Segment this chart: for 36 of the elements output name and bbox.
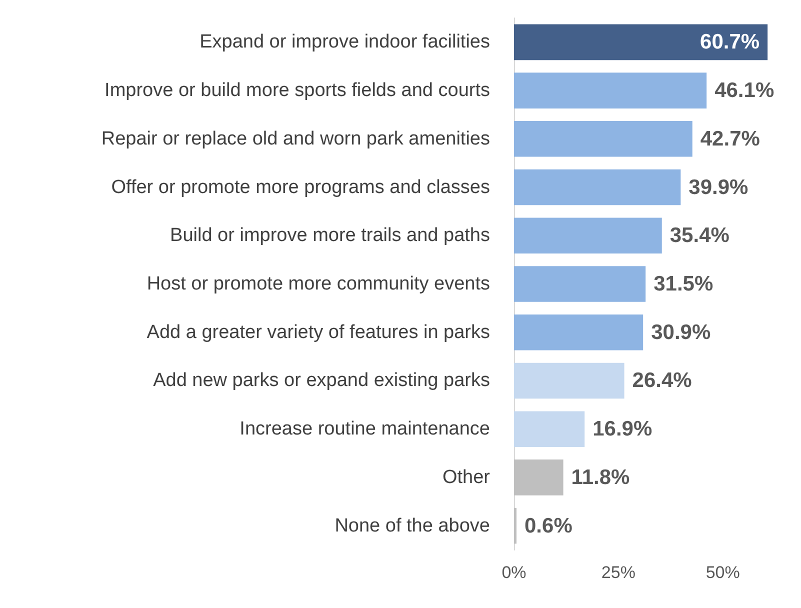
y-tick-label: Expand or improve indoor facilities [200,32,490,53]
x-tick-label: 0% [502,563,526,582]
y-tick-label: Other [442,466,491,488]
bar [514,169,681,206]
y-tick-label: Offer or promote more programs and classes [111,176,490,198]
y-tick-label: Improve or build more sports fields and courts [104,80,490,102]
bar [514,314,644,350]
bar [514,121,692,157]
data-label: 31.5% [654,272,714,296]
x-tick-label: 50% [706,563,740,582]
y-tick-label: Add a greater variety of features in parks [146,322,490,343]
data-label: 0.6% [524,514,573,538]
bar [514,72,707,108]
bar [514,24,768,60]
bar [514,508,517,544]
bar [514,411,585,447]
y-tick-label: None of the above [334,515,490,536]
bar [514,460,564,496]
data-label: 42.7% [700,127,760,150]
data-label: 16.9% [592,418,652,441]
data-label: 11.8% [571,466,630,489]
data-label: 60.7% [700,30,760,54]
y-tick-label: Increase routine maintenance [240,418,490,440]
bar [514,218,662,254]
data-label: 46.1% [714,79,774,102]
y-tick-label: Repair or replace old and worn park amenities [101,128,490,150]
data-label: 26.4% [632,369,692,392]
y-tick-label: Host or promote more community events [146,274,490,294]
x-tick-label: 25% [601,563,636,582]
data-label: 30.9% [651,320,711,344]
data-label: 39.9% [688,176,749,199]
data-label: 35.4% [670,224,730,248]
y-tick-label: Add new parks or expand existing parks [153,370,490,392]
bar [514,266,646,302]
bar [514,362,624,399]
y-tick-label: Build or improve more trails and paths [170,225,490,246]
